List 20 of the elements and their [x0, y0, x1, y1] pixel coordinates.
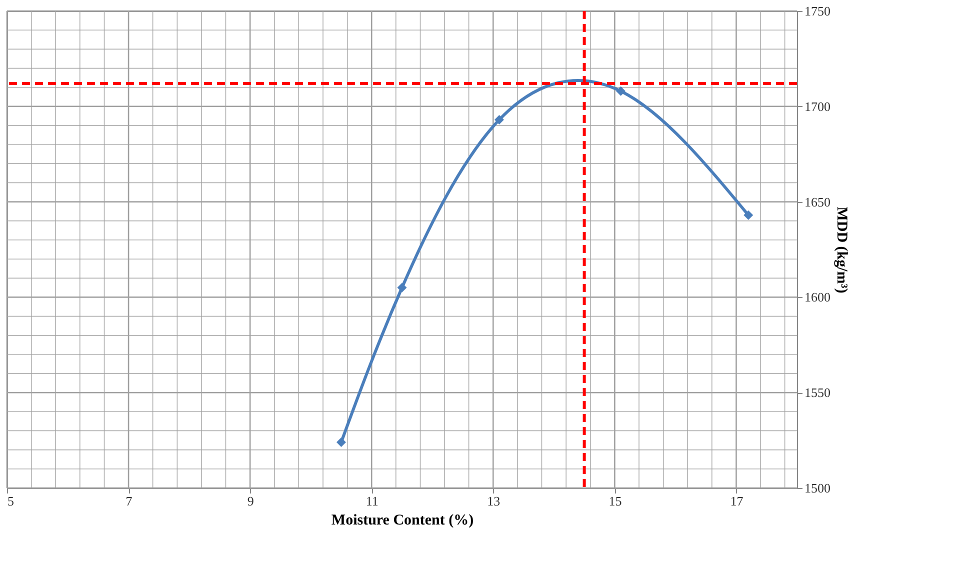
y-tick-label: 1750 [804, 4, 830, 18]
y-tick-label: 1600 [804, 290, 830, 305]
x-tick-label: 15 [608, 494, 622, 508]
x-tick-label: 5 [8, 494, 14, 508]
y-axis-title: MDD (kg/m³) [834, 206, 850, 294]
y-tick-label: 1550 [804, 385, 830, 400]
x-tick-label: 9 [247, 494, 254, 508]
point [744, 210, 754, 220]
y-tick-label: 1700 [804, 98, 830, 114]
x-tick-label: 11 [366, 494, 378, 508]
point [336, 437, 346, 447]
point [494, 115, 504, 124]
x-tick-label: 7 [126, 494, 133, 508]
x-tick-label: 13 [487, 494, 500, 508]
point [397, 282, 407, 292]
x-axis-title: Moisture Content (%) [331, 512, 474, 528]
point [616, 86, 626, 96]
y-tick-label: 1650 [804, 194, 830, 210]
y-tick-label: 1500 [804, 480, 830, 496]
x-tick-label: 17 [730, 494, 744, 508]
